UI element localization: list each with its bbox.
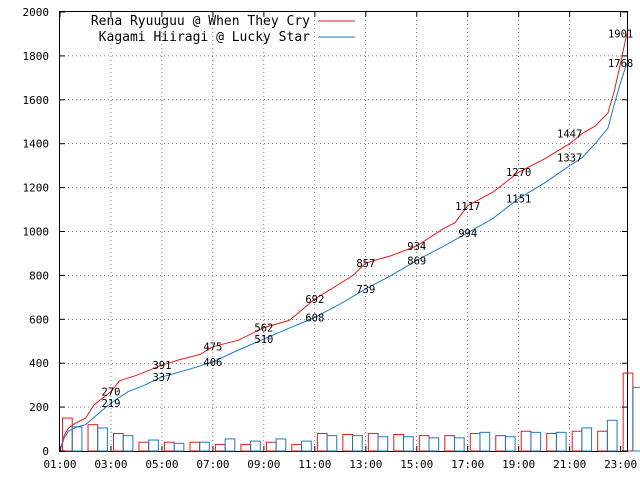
legend: Rena Ryuuguu @ When They Cry Kagami Hiir… bbox=[91, 14, 355, 45]
data-label-kagami: 1151 bbox=[506, 193, 531, 205]
legend-label-kagami: Kagami Hiiragi @ Lucky Star bbox=[99, 30, 310, 45]
cumulative-line-kagami bbox=[59, 62, 628, 452]
y-tick-label: 600 bbox=[29, 313, 49, 326]
data-label-rena: 692 bbox=[305, 294, 324, 306]
cumulative-line-rena bbox=[59, 33, 628, 452]
data-label-kagami: 1768 bbox=[608, 58, 633, 70]
hourly-bar-kagami bbox=[173, 442, 185, 452]
data-labels: 270 391 475 562 692 857 934 1117 1270 1447 1901 219… bbox=[101, 29, 633, 410]
data-label-rena: 1270 bbox=[506, 167, 531, 179]
data-label-rena: 475 bbox=[203, 342, 222, 354]
data-label-kagami: 869 bbox=[407, 255, 426, 267]
y-tick-label: 2000 bbox=[23, 6, 50, 19]
cumulative-lines bbox=[59, 33, 628, 452]
x-axis: 01:00 03:00 05:00 07:00 09:00 11:00 13:00 15:00… bbox=[43, 12, 637, 471]
data-label-rena: 562 bbox=[254, 323, 273, 335]
hourly-bar-kagami bbox=[377, 436, 389, 452]
hourly-bar-kagami bbox=[453, 437, 465, 452]
x-tick-label: 09:00 bbox=[247, 458, 280, 471]
hourly-bar-kagami bbox=[301, 440, 312, 452]
x-tick-label: 05:00 bbox=[145, 458, 178, 471]
data-label-kagami: 510 bbox=[254, 334, 273, 346]
y-axis: 0 200 400 600 800 1000 1200 1400 1600 1800 2000 bbox=[23, 6, 627, 458]
y-tick-label: 400 bbox=[29, 357, 49, 370]
y-tick-label: 0 bbox=[42, 445, 49, 458]
x-tick-label: 21:00 bbox=[553, 458, 586, 471]
x-tick-label: 15:00 bbox=[400, 458, 433, 471]
x-tick-label: 03:00 bbox=[94, 458, 127, 471]
y-tick-label: 1400 bbox=[23, 138, 50, 151]
x-tick-label: 01:00 bbox=[43, 458, 76, 471]
hourly-bar-kagami bbox=[148, 439, 159, 452]
x-tick-label: 11:00 bbox=[298, 458, 331, 471]
data-label-rena: 391 bbox=[152, 360, 171, 372]
data-label-kagami: 406 bbox=[203, 357, 222, 369]
hourly-bar-kagami bbox=[632, 386, 640, 452]
hourly-bar-kagami bbox=[250, 440, 261, 452]
hourly-bar-kagami bbox=[275, 438, 287, 452]
data-label-rena: 1901 bbox=[608, 29, 633, 41]
hourly-bar-kagami bbox=[530, 431, 542, 452]
hourly-bar-kagami bbox=[326, 435, 338, 452]
y-tick-label: 1200 bbox=[23, 182, 50, 195]
data-label-kagami: 739 bbox=[356, 284, 375, 296]
y-tick-label: 800 bbox=[29, 269, 49, 282]
data-label-rena: 934 bbox=[407, 241, 426, 253]
x-tick-label: 07:00 bbox=[196, 458, 229, 471]
hourly-bar-kagami bbox=[606, 419, 618, 452]
legend-label-rena: Rena Ryuuguu @ When They Cry bbox=[91, 14, 310, 29]
grid-lines bbox=[60, 12, 627, 451]
hourly-bar-kagami bbox=[428, 437, 440, 452]
data-label-rena: 857 bbox=[356, 258, 375, 270]
hourly-bar-kagami bbox=[224, 438, 236, 452]
data-label-kagami: 608 bbox=[305, 313, 324, 325]
hourly-bar-kagami bbox=[555, 431, 567, 452]
data-label-kagami: 1337 bbox=[557, 153, 582, 165]
x-tick-label: 23:00 bbox=[604, 458, 637, 471]
data-label-rena: 1117 bbox=[455, 201, 480, 213]
hourly-bar-kagami bbox=[352, 435, 363, 452]
y-tick-label: 1000 bbox=[23, 226, 50, 239]
data-label-rena: 1447 bbox=[557, 128, 582, 140]
hourly-bar-kagami bbox=[504, 436, 516, 452]
data-label-kagami: 994 bbox=[458, 228, 477, 240]
hourly-bar-kagami bbox=[581, 427, 593, 452]
x-tick-label: 13:00 bbox=[349, 458, 382, 471]
hourly-bar-kagami bbox=[199, 441, 210, 452]
x-tick-label: 17:00 bbox=[451, 458, 484, 471]
y-tick-label: 1600 bbox=[23, 94, 50, 107]
y-tick-label: 1800 bbox=[23, 50, 50, 63]
hourly-bar-kagami bbox=[97, 427, 108, 452]
x-tick-label: 19:00 bbox=[502, 458, 535, 471]
hourly-bar-kagami bbox=[122, 435, 134, 452]
data-label-kagami: 219 bbox=[101, 398, 120, 410]
hourly-bar-kagami bbox=[403, 436, 414, 452]
y-tick-label: 200 bbox=[29, 401, 49, 414]
data-label-kagami: 337 bbox=[152, 372, 171, 384]
hourly-bar-kagami bbox=[479, 431, 491, 452]
data-label-rena: 270 bbox=[101, 387, 120, 399]
